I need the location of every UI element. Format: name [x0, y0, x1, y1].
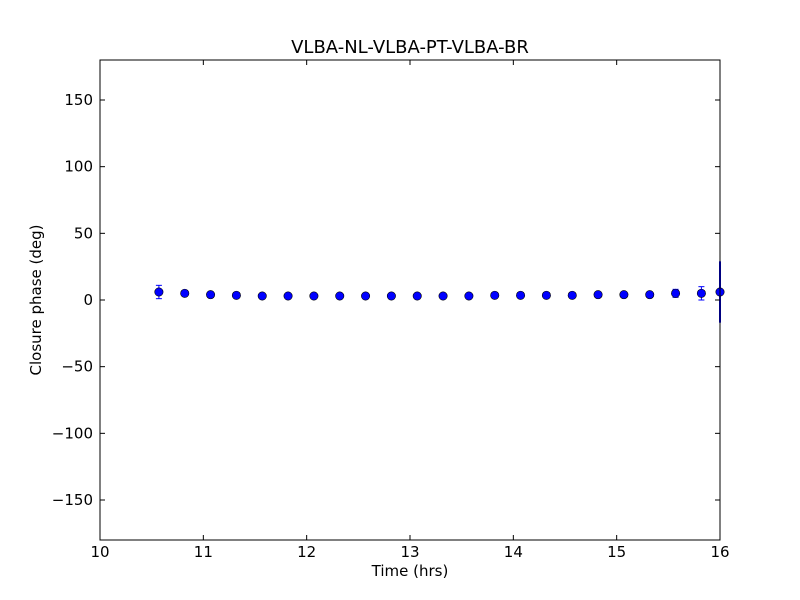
data-point [154, 287, 164, 297]
data-point [335, 291, 345, 301]
x-tick-label: 11 [194, 543, 213, 561]
y-tick-label: 50 [74, 224, 93, 242]
x-tick-label: 14 [504, 543, 523, 561]
data-point [231, 290, 241, 300]
y-tick-label: 150 [64, 91, 93, 109]
plot-background [100, 60, 720, 540]
data-point [541, 290, 551, 300]
data-point [257, 291, 267, 301]
y-tick-label: −100 [52, 424, 93, 442]
data-point [283, 291, 293, 301]
y-tick-label: −150 [52, 491, 93, 509]
data-point [696, 288, 706, 298]
data-point [645, 290, 655, 300]
data-point [671, 288, 681, 298]
x-tick-label: 10 [90, 543, 109, 561]
y-tick-label: 100 [64, 158, 93, 176]
x-tick-label: 12 [297, 543, 316, 561]
y-tick-label: −50 [61, 358, 93, 376]
data-point [309, 291, 319, 301]
data-point [516, 290, 526, 300]
data-point [361, 291, 371, 301]
plot-frame [99, 59, 721, 541]
data-point [386, 291, 396, 301]
data-point [593, 290, 603, 300]
data-point [206, 290, 216, 300]
data-point [180, 288, 190, 298]
x-axis-label: Time (hrs) [371, 562, 449, 580]
y-axis-label: Closure phase (deg) [27, 225, 45, 376]
data-point [619, 290, 629, 300]
x-tick-label: 15 [607, 543, 626, 561]
y-tick-label: 0 [83, 291, 93, 309]
x-tick-label: 16 [710, 543, 729, 561]
data-point [438, 291, 448, 301]
data-point [412, 291, 422, 301]
data-point [464, 291, 474, 301]
data-point [490, 290, 500, 300]
data-point [567, 290, 577, 300]
x-tick-label: 13 [400, 543, 419, 561]
chart-title: VLBA-NL-VLBA-PT-VLBA-BR [291, 37, 529, 58]
